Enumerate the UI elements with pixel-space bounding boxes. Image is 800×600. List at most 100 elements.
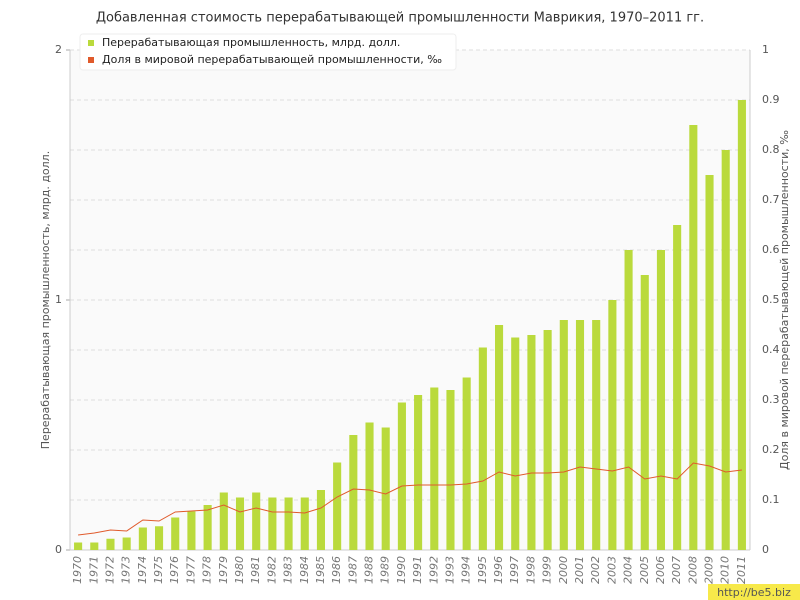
bar — [284, 497, 293, 550]
y-tick-label: 1 — [55, 293, 62, 306]
bar — [559, 320, 568, 550]
bar — [592, 320, 601, 550]
bar — [478, 347, 487, 550]
bar — [252, 492, 261, 550]
line — [78, 462, 742, 536]
y2-tick-label: 0.8 — [762, 143, 780, 156]
bar — [527, 335, 536, 550]
bar — [349, 435, 358, 550]
bar — [689, 125, 698, 550]
x-tick-label: 2004 — [622, 556, 635, 584]
x-tick-label: 1970 — [71, 556, 84, 584]
x-tick-label: 2011 — [735, 556, 748, 584]
legend: Перерабатывающая промышленность, млрд. д… — [79, 33, 457, 71]
x-tick-label: 2000 — [557, 556, 570, 584]
x-tick-label: 1983 — [282, 556, 295, 584]
bar — [106, 538, 115, 550]
bar — [235, 497, 245, 550]
x-tick-label: 2002 — [589, 556, 602, 584]
legend-marker — [88, 57, 94, 63]
bar — [138, 527, 147, 550]
x-tick-label: 1989 — [379, 556, 392, 584]
bar — [575, 320, 585, 550]
bar — [656, 250, 665, 550]
legend-label: Перерабатывающая промышленность, млрд. д… — [102, 36, 400, 49]
x-tick-label: 1984 — [298, 556, 311, 584]
y2-tick-label: 1 — [762, 43, 769, 56]
bar — [171, 517, 180, 550]
bar — [219, 492, 228, 550]
bar — [543, 330, 552, 550]
x-tick-label: 1971 — [87, 556, 100, 584]
bar — [624, 250, 633, 550]
y2-tick-label: 0.5 — [762, 293, 780, 306]
bar — [511, 337, 520, 550]
x-tick-label: 1996 — [492, 556, 505, 584]
x-tick-label: 2005 — [638, 556, 651, 584]
x-tick-label: 1995 — [476, 556, 489, 584]
x-tick-label: 1985 — [314, 556, 327, 584]
y2-tick-label: 0.2 — [762, 443, 780, 456]
bar — [155, 526, 164, 550]
x-tick-label: 1977 — [184, 556, 197, 584]
bar — [705, 175, 714, 550]
x-tick-label: 1993 — [443, 556, 456, 584]
x-tick-label: 1999 — [541, 556, 554, 584]
x-tick-label: 1991 — [411, 556, 424, 584]
x-tick-label: 2009 — [703, 556, 716, 584]
y-tick-label: 0 — [55, 543, 62, 556]
bar — [381, 427, 390, 550]
x-tick-label: 1975 — [152, 556, 165, 584]
y2-tick-label: 0.1 — [762, 493, 780, 506]
bar — [430, 387, 439, 550]
x-tick-label: 2007 — [670, 556, 683, 584]
bar — [187, 511, 196, 550]
bar — [203, 505, 212, 550]
x-tick-label: 1986 — [330, 556, 343, 584]
x-tick-label: 1982 — [265, 556, 278, 584]
bar — [74, 542, 83, 550]
chart-title: Добавленная стоимость перерабатывающей п… — [96, 11, 704, 26]
x-tick-label: 2006 — [654, 556, 667, 584]
x-tick-label: 1997 — [508, 556, 521, 584]
bar — [90, 542, 99, 550]
y2-tick-label: 0.7 — [762, 193, 780, 206]
bar — [608, 300, 617, 550]
x-tick-label: 1992 — [427, 556, 440, 584]
bar — [316, 490, 325, 550]
watermark-bg — [708, 584, 800, 600]
x-tick-label: 2008 — [686, 556, 699, 584]
x-tick-label: 1974 — [136, 556, 149, 584]
y2-tick-label: 0.6 — [762, 243, 780, 256]
legend-box — [79, 33, 457, 71]
x-tick-label: 1990 — [395, 556, 408, 584]
x-tick-label: 1980 — [233, 556, 246, 584]
bar — [495, 325, 504, 550]
bar — [462, 377, 471, 550]
bar — [333, 462, 342, 550]
watermark: http://be5.biz — [717, 586, 791, 599]
x-tick-label: 1972 — [103, 556, 116, 584]
bar — [365, 422, 374, 550]
x-tick-label: 1973 — [120, 556, 133, 584]
legend-marker — [88, 40, 94, 46]
x-tick-label: 1979 — [217, 556, 230, 584]
y2-tick-label: 0.3 — [762, 393, 780, 406]
bar — [446, 390, 455, 550]
legend-label: Доля в мировой перерабатывающей промышле… — [102, 53, 442, 66]
y2-tick-label: 0.4 — [762, 343, 780, 356]
y2-axis-title: Доля в мировой перерабатывающей промышле… — [778, 130, 791, 470]
y2-tick-label: 0 — [762, 543, 769, 556]
x-tick-label: 1976 — [168, 556, 181, 584]
x-tick-label: 1998 — [524, 556, 537, 584]
y-tick-label: 2 — [55, 43, 62, 56]
bar — [397, 402, 406, 550]
x-tick-label: 2010 — [719, 556, 732, 584]
bar — [268, 497, 277, 550]
x-tick-label: 1988 — [363, 556, 376, 584]
bar — [737, 100, 746, 550]
x-tick-label: 2001 — [573, 556, 586, 584]
x-tick-label: 1987 — [346, 556, 359, 584]
x-tick-label: 1981 — [249, 556, 262, 584]
